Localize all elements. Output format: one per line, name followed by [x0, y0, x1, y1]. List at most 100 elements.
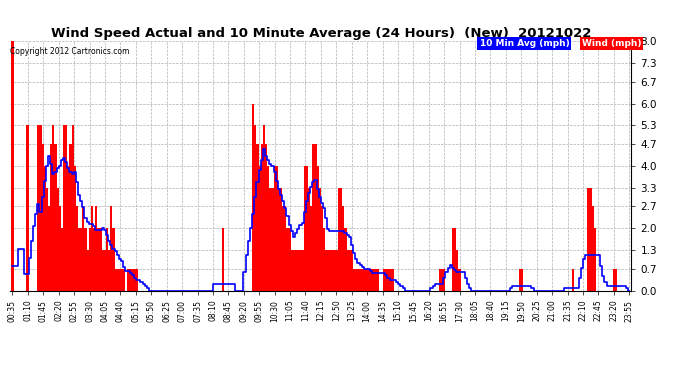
Bar: [357, 269, 359, 291]
Bar: [286, 228, 288, 291]
Bar: [587, 188, 589, 291]
Bar: [315, 144, 317, 291]
Bar: [282, 207, 284, 291]
Bar: [52, 125, 55, 291]
Bar: [112, 228, 115, 291]
Bar: [521, 269, 523, 291]
Bar: [310, 207, 313, 291]
Bar: [37, 125, 39, 291]
Bar: [271, 188, 273, 291]
Bar: [362, 269, 364, 291]
Bar: [439, 269, 441, 291]
Bar: [332, 250, 334, 291]
Bar: [117, 269, 119, 291]
Bar: [299, 250, 302, 291]
Bar: [74, 166, 76, 291]
Bar: [336, 250, 338, 291]
Bar: [323, 228, 325, 291]
Bar: [456, 250, 458, 291]
Bar: [121, 269, 123, 291]
Bar: [267, 166, 269, 291]
Bar: [263, 125, 265, 291]
Bar: [106, 228, 108, 291]
Bar: [254, 125, 257, 291]
Bar: [334, 250, 336, 291]
Bar: [321, 207, 323, 291]
Bar: [327, 250, 329, 291]
Bar: [317, 166, 319, 291]
Bar: [119, 269, 121, 291]
Title: Wind Speed Actual and 10 Minute Average (24 Hours)  (New)  20121022: Wind Speed Actual and 10 Minute Average …: [50, 27, 591, 40]
Bar: [306, 166, 308, 291]
Bar: [65, 125, 68, 291]
Bar: [338, 188, 340, 291]
Text: Copyright 2012 Cartronics.com: Copyright 2012 Cartronics.com: [10, 47, 130, 56]
Bar: [519, 269, 521, 291]
Bar: [589, 188, 591, 291]
Text: 10 Min Avg (mph): 10 Min Avg (mph): [480, 39, 569, 48]
Bar: [123, 269, 126, 291]
Bar: [304, 166, 306, 291]
Bar: [110, 207, 112, 291]
Bar: [452, 228, 454, 291]
Bar: [572, 269, 574, 291]
Bar: [613, 269, 615, 291]
Bar: [366, 269, 368, 291]
Bar: [355, 269, 357, 291]
Bar: [265, 144, 267, 291]
Bar: [70, 144, 72, 291]
Bar: [594, 228, 596, 291]
Bar: [371, 269, 373, 291]
Bar: [50, 144, 52, 291]
Bar: [280, 188, 282, 291]
Bar: [72, 125, 74, 291]
Bar: [591, 207, 594, 291]
Bar: [128, 269, 130, 291]
Bar: [319, 188, 321, 291]
Bar: [57, 188, 59, 291]
Bar: [43, 166, 46, 291]
Bar: [97, 228, 99, 291]
Bar: [346, 250, 348, 291]
Bar: [359, 269, 362, 291]
Bar: [329, 250, 332, 291]
Bar: [348, 250, 351, 291]
Bar: [252, 104, 254, 291]
Bar: [259, 166, 261, 291]
Bar: [108, 250, 110, 291]
Bar: [615, 269, 618, 291]
Bar: [222, 228, 224, 291]
Bar: [284, 207, 286, 291]
Bar: [388, 269, 390, 291]
Bar: [261, 144, 263, 291]
Bar: [55, 144, 57, 291]
Bar: [104, 250, 106, 291]
Bar: [63, 125, 65, 291]
Bar: [41, 144, 43, 291]
Bar: [89, 228, 91, 291]
Bar: [375, 269, 377, 291]
Bar: [278, 188, 280, 291]
Text: Wind (mph): Wind (mph): [582, 39, 641, 48]
Bar: [273, 166, 276, 291]
Bar: [80, 228, 82, 291]
Bar: [353, 269, 355, 291]
Bar: [290, 250, 293, 291]
Bar: [458, 269, 460, 291]
Bar: [344, 228, 346, 291]
Bar: [134, 269, 136, 291]
Bar: [288, 228, 290, 291]
Bar: [364, 269, 366, 291]
Bar: [383, 269, 385, 291]
Bar: [454, 228, 456, 291]
Bar: [373, 269, 375, 291]
Bar: [132, 269, 134, 291]
Bar: [340, 188, 342, 291]
Bar: [293, 250, 295, 291]
Bar: [342, 207, 344, 291]
Bar: [444, 269, 446, 291]
Bar: [84, 228, 87, 291]
Bar: [78, 228, 80, 291]
Bar: [377, 269, 379, 291]
Bar: [59, 207, 61, 291]
